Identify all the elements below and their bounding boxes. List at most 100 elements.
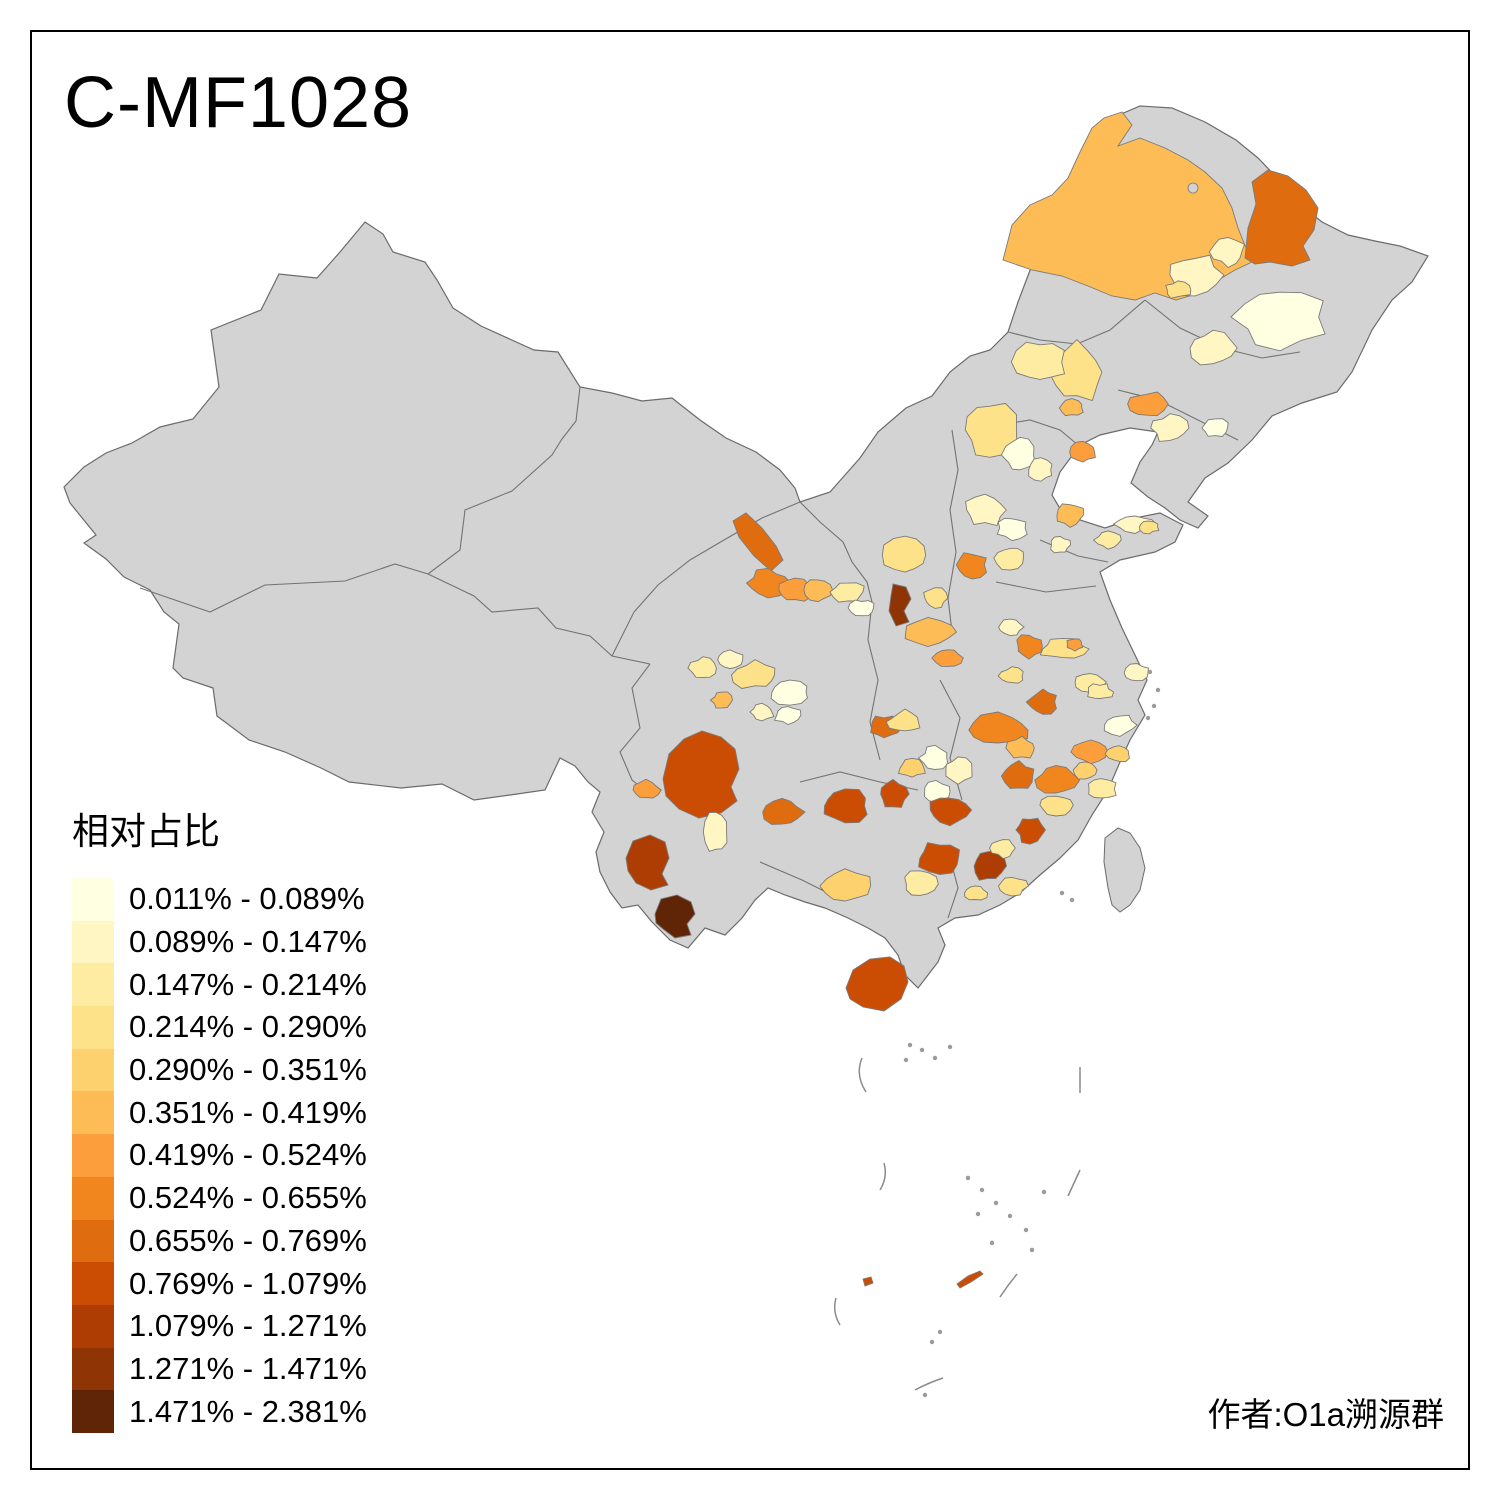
taiwan-island	[1103, 827, 1146, 913]
map-region	[1208, 237, 1246, 269]
map-region	[918, 842, 960, 876]
map-region	[1058, 398, 1084, 417]
map-region	[904, 870, 939, 896]
small-islands	[903, 669, 1161, 1398]
map-region	[702, 811, 728, 852]
legend-rows: 0.011% - 0.089% 0.089% - 0.147% 0.147% - 0…	[72, 878, 367, 1433]
legend-swatch	[72, 1262, 114, 1305]
figure-title: C-MF1028	[64, 63, 413, 143]
legend-row: 0.524% - 0.655%	[72, 1176, 367, 1220]
legend-swatch	[72, 878, 114, 921]
map-region	[955, 552, 988, 580]
map-region	[717, 649, 744, 670]
map-region	[881, 535, 927, 573]
map-region	[731, 659, 776, 689]
legend-swatch	[72, 920, 114, 964]
map-region	[1010, 341, 1066, 380]
map-region	[945, 756, 973, 785]
map-region	[1088, 778, 1117, 799]
legend-title: 相对占比	[72, 811, 220, 852]
map-region	[709, 691, 733, 709]
map-region	[778, 577, 812, 602]
map-region	[1087, 683, 1115, 699]
map-region	[1230, 291, 1326, 352]
hulunbuir-enclave	[1187, 182, 1199, 194]
map-region	[998, 618, 1025, 637]
map-region	[888, 583, 912, 627]
legend-label: 0.290% - 0.351%	[129, 1052, 367, 1088]
map-region	[625, 834, 670, 891]
legend-row: 1.079% - 1.271%	[72, 1304, 367, 1348]
map-region	[1201, 418, 1229, 437]
legend-swatch	[72, 1347, 114, 1391]
map-region	[964, 885, 989, 901]
map-region	[1000, 759, 1035, 789]
legend-label: 0.214% - 0.290%	[129, 1009, 367, 1045]
map-region	[993, 547, 1024, 571]
map-region	[996, 517, 1028, 542]
legend-swatch	[72, 1091, 114, 1135]
legend-row: 0.769% - 1.079%	[72, 1262, 367, 1305]
legend-swatch	[72, 1176, 114, 1220]
map-region	[1139, 520, 1160, 535]
map-region	[880, 778, 910, 808]
legend: 相对占比 0.011% - 0.089% 0.089% - 0.147% 0.147…	[72, 810, 367, 1433]
map-region	[654, 894, 696, 939]
map-region	[687, 656, 717, 678]
region-layer	[625, 111, 1326, 1289]
map-region	[847, 599, 875, 617]
map-region	[762, 797, 806, 825]
map-region	[956, 1270, 984, 1289]
map-region	[1127, 391, 1169, 417]
map-region	[1025, 688, 1057, 715]
map-region	[1070, 739, 1108, 765]
legend-label: 1.271% - 1.471%	[129, 1350, 367, 1386]
map-region	[1002, 111, 1253, 301]
map-region	[1103, 714, 1138, 737]
map-region	[1104, 745, 1130, 763]
legend-label: 1.079% - 1.271%	[129, 1308, 367, 1344]
legend-row: 0.655% - 0.769%	[72, 1219, 367, 1263]
map-region	[931, 649, 964, 667]
legend-row: 0.147% - 0.214%	[72, 963, 367, 1007]
map-region	[965, 493, 1007, 527]
map-region	[803, 579, 833, 603]
map-region	[845, 956, 909, 1012]
map-region	[1050, 535, 1071, 554]
map-region	[732, 512, 784, 572]
legend-swatch	[72, 1304, 114, 1348]
map-region	[1056, 503, 1084, 528]
legend-swatch	[72, 1390, 114, 1433]
map-region	[770, 679, 808, 706]
legend-label: 0.351% - 0.419%	[129, 1094, 367, 1130]
legend-swatch	[72, 1048, 114, 1092]
map-region	[1066, 638, 1084, 652]
map-region	[989, 839, 1016, 860]
map-region	[1069, 440, 1096, 463]
map-region	[819, 868, 872, 902]
legend-label: 0.769% - 1.079%	[129, 1265, 367, 1301]
map-region	[1150, 413, 1190, 442]
map-region	[1244, 169, 1319, 267]
legend-row: 0.419% - 0.524%	[72, 1134, 367, 1177]
legend-row: 1.471% - 2.381%	[72, 1390, 367, 1433]
map-region	[1034, 765, 1081, 794]
legend-label: 0.524% - 0.655%	[129, 1180, 367, 1216]
legend-label: 0.655% - 0.769%	[129, 1222, 367, 1258]
map-region	[1039, 795, 1074, 817]
legend-row: 1.271% - 1.471%	[72, 1347, 367, 1391]
map-region	[1092, 530, 1122, 550]
map-region	[862, 1276, 874, 1287]
map-region	[773, 706, 802, 725]
legend-swatch	[72, 1134, 114, 1177]
sea-boundary-lines	[833, 1057, 1081, 1391]
map-region	[897, 757, 926, 778]
legend-label: 0.419% - 0.524%	[129, 1137, 367, 1173]
legend-row: 0.089% - 0.147%	[72, 920, 367, 964]
map-region	[904, 617, 958, 647]
legend-swatch	[72, 963, 114, 1007]
map-region	[1016, 634, 1043, 660]
map-region	[1123, 663, 1149, 682]
